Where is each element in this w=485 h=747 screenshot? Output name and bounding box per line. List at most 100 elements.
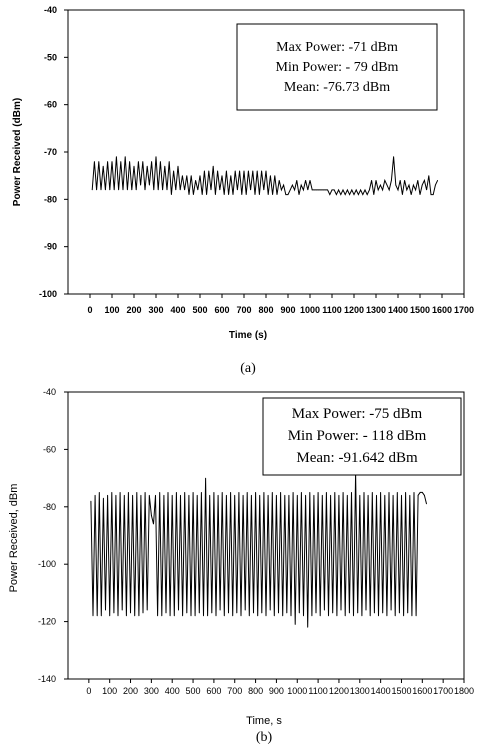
data-point	[234, 170, 236, 172]
data-point	[223, 194, 225, 196]
data-point	[401, 494, 402, 496]
data-point	[246, 492, 248, 493]
x-tick-label: 1400	[388, 305, 408, 315]
data-point	[288, 494, 290, 496]
data-point	[148, 494, 150, 496]
data-point	[117, 615, 119, 617]
x-tick-label: 100	[102, 686, 117, 696]
data-point	[320, 189, 322, 191]
data-point	[109, 615, 111, 617]
data-point	[269, 609, 271, 611]
data-point	[219, 189, 221, 191]
data-point	[92, 615, 94, 617]
x-tick-label: 1100	[308, 686, 327, 696]
data-point	[163, 494, 165, 496]
data-point	[311, 615, 313, 617]
data-point	[184, 189, 186, 191]
data-point	[319, 615, 321, 617]
data-point	[287, 194, 289, 196]
data-point	[340, 194, 342, 196]
data-point	[426, 503, 427, 505]
data-point	[119, 492, 121, 493]
data-point	[142, 612, 144, 614]
data-point	[215, 194, 216, 196]
data-point	[338, 189, 339, 191]
data-point	[180, 494, 181, 496]
x-tick-label: 700	[236, 305, 251, 315]
data-point	[272, 194, 273, 196]
annotation-mean: Mean: -76.73 dBm	[284, 80, 390, 95]
data-point	[168, 161, 170, 162]
annotation-max: Max Power: -71 dBm	[276, 40, 398, 55]
y-axis-label: Power Received (dBm)	[12, 98, 23, 206]
data-point	[290, 615, 292, 617]
x-tick-label: 1000	[300, 305, 320, 315]
data-point	[397, 189, 399, 191]
data-point	[417, 180, 419, 181]
series-line	[91, 156, 439, 196]
data-point	[178, 609, 179, 611]
y-tick-label: -40	[43, 387, 56, 397]
data-point	[424, 180, 425, 181]
data-point	[402, 194, 403, 196]
data-point	[334, 492, 336, 493]
data-point	[373, 194, 375, 196]
data-point	[415, 189, 416, 191]
data-point	[278, 612, 279, 614]
data-point	[309, 180, 311, 181]
data-point	[144, 189, 146, 191]
data-point	[103, 497, 104, 499]
data-point	[408, 184, 410, 186]
data-point	[129, 161, 131, 162]
data-point	[274, 175, 276, 177]
x-tick-label: 1700	[433, 686, 453, 696]
data-point	[162, 189, 164, 191]
data-point	[198, 612, 200, 614]
data-point	[211, 612, 213, 614]
data-point	[362, 194, 364, 196]
data-point	[280, 492, 281, 493]
data-point	[376, 494, 377, 496]
x-tick-label: 1200	[344, 305, 364, 315]
data-point	[307, 626, 309, 628]
data-point	[270, 175, 271, 177]
data-point	[351, 492, 352, 493]
data-point	[244, 609, 246, 611]
data-point	[382, 189, 383, 191]
data-point	[437, 180, 438, 181]
data-point	[369, 615, 371, 617]
data-point	[206, 194, 208, 196]
data-point	[292, 184, 293, 186]
panel-caption-b: (b)	[256, 730, 273, 745]
data-point	[153, 523, 154, 525]
data-point	[413, 184, 414, 186]
data-point	[138, 161, 139, 162]
data-point	[182, 175, 183, 177]
data-point	[130, 612, 131, 614]
y-tick-label: -100	[38, 559, 56, 569]
data-point	[190, 175, 192, 177]
data-point	[226, 170, 227, 172]
data-point	[286, 612, 288, 614]
data-point	[166, 189, 168, 191]
data-point	[91, 189, 93, 191]
data-point	[282, 615, 284, 617]
data-point	[140, 184, 142, 186]
data-point	[208, 170, 210, 172]
data-point	[205, 477, 207, 479]
annotation-mean: Mean: -91.642 dBm	[296, 450, 418, 466]
x-tick-label: 1300	[350, 686, 370, 696]
x-tick-label: 400	[165, 686, 180, 696]
data-point	[316, 189, 317, 191]
data-point	[228, 612, 229, 614]
data-point	[305, 494, 306, 496]
data-point	[426, 189, 427, 191]
data-point	[359, 494, 361, 496]
data-point	[124, 156, 126, 158]
x-tick-label: 100	[104, 305, 119, 315]
data-point	[135, 189, 137, 191]
data-point	[327, 189, 328, 191]
x-tick-label: 1000	[287, 686, 307, 696]
data-point	[173, 170, 175, 172]
data-point	[105, 189, 106, 191]
